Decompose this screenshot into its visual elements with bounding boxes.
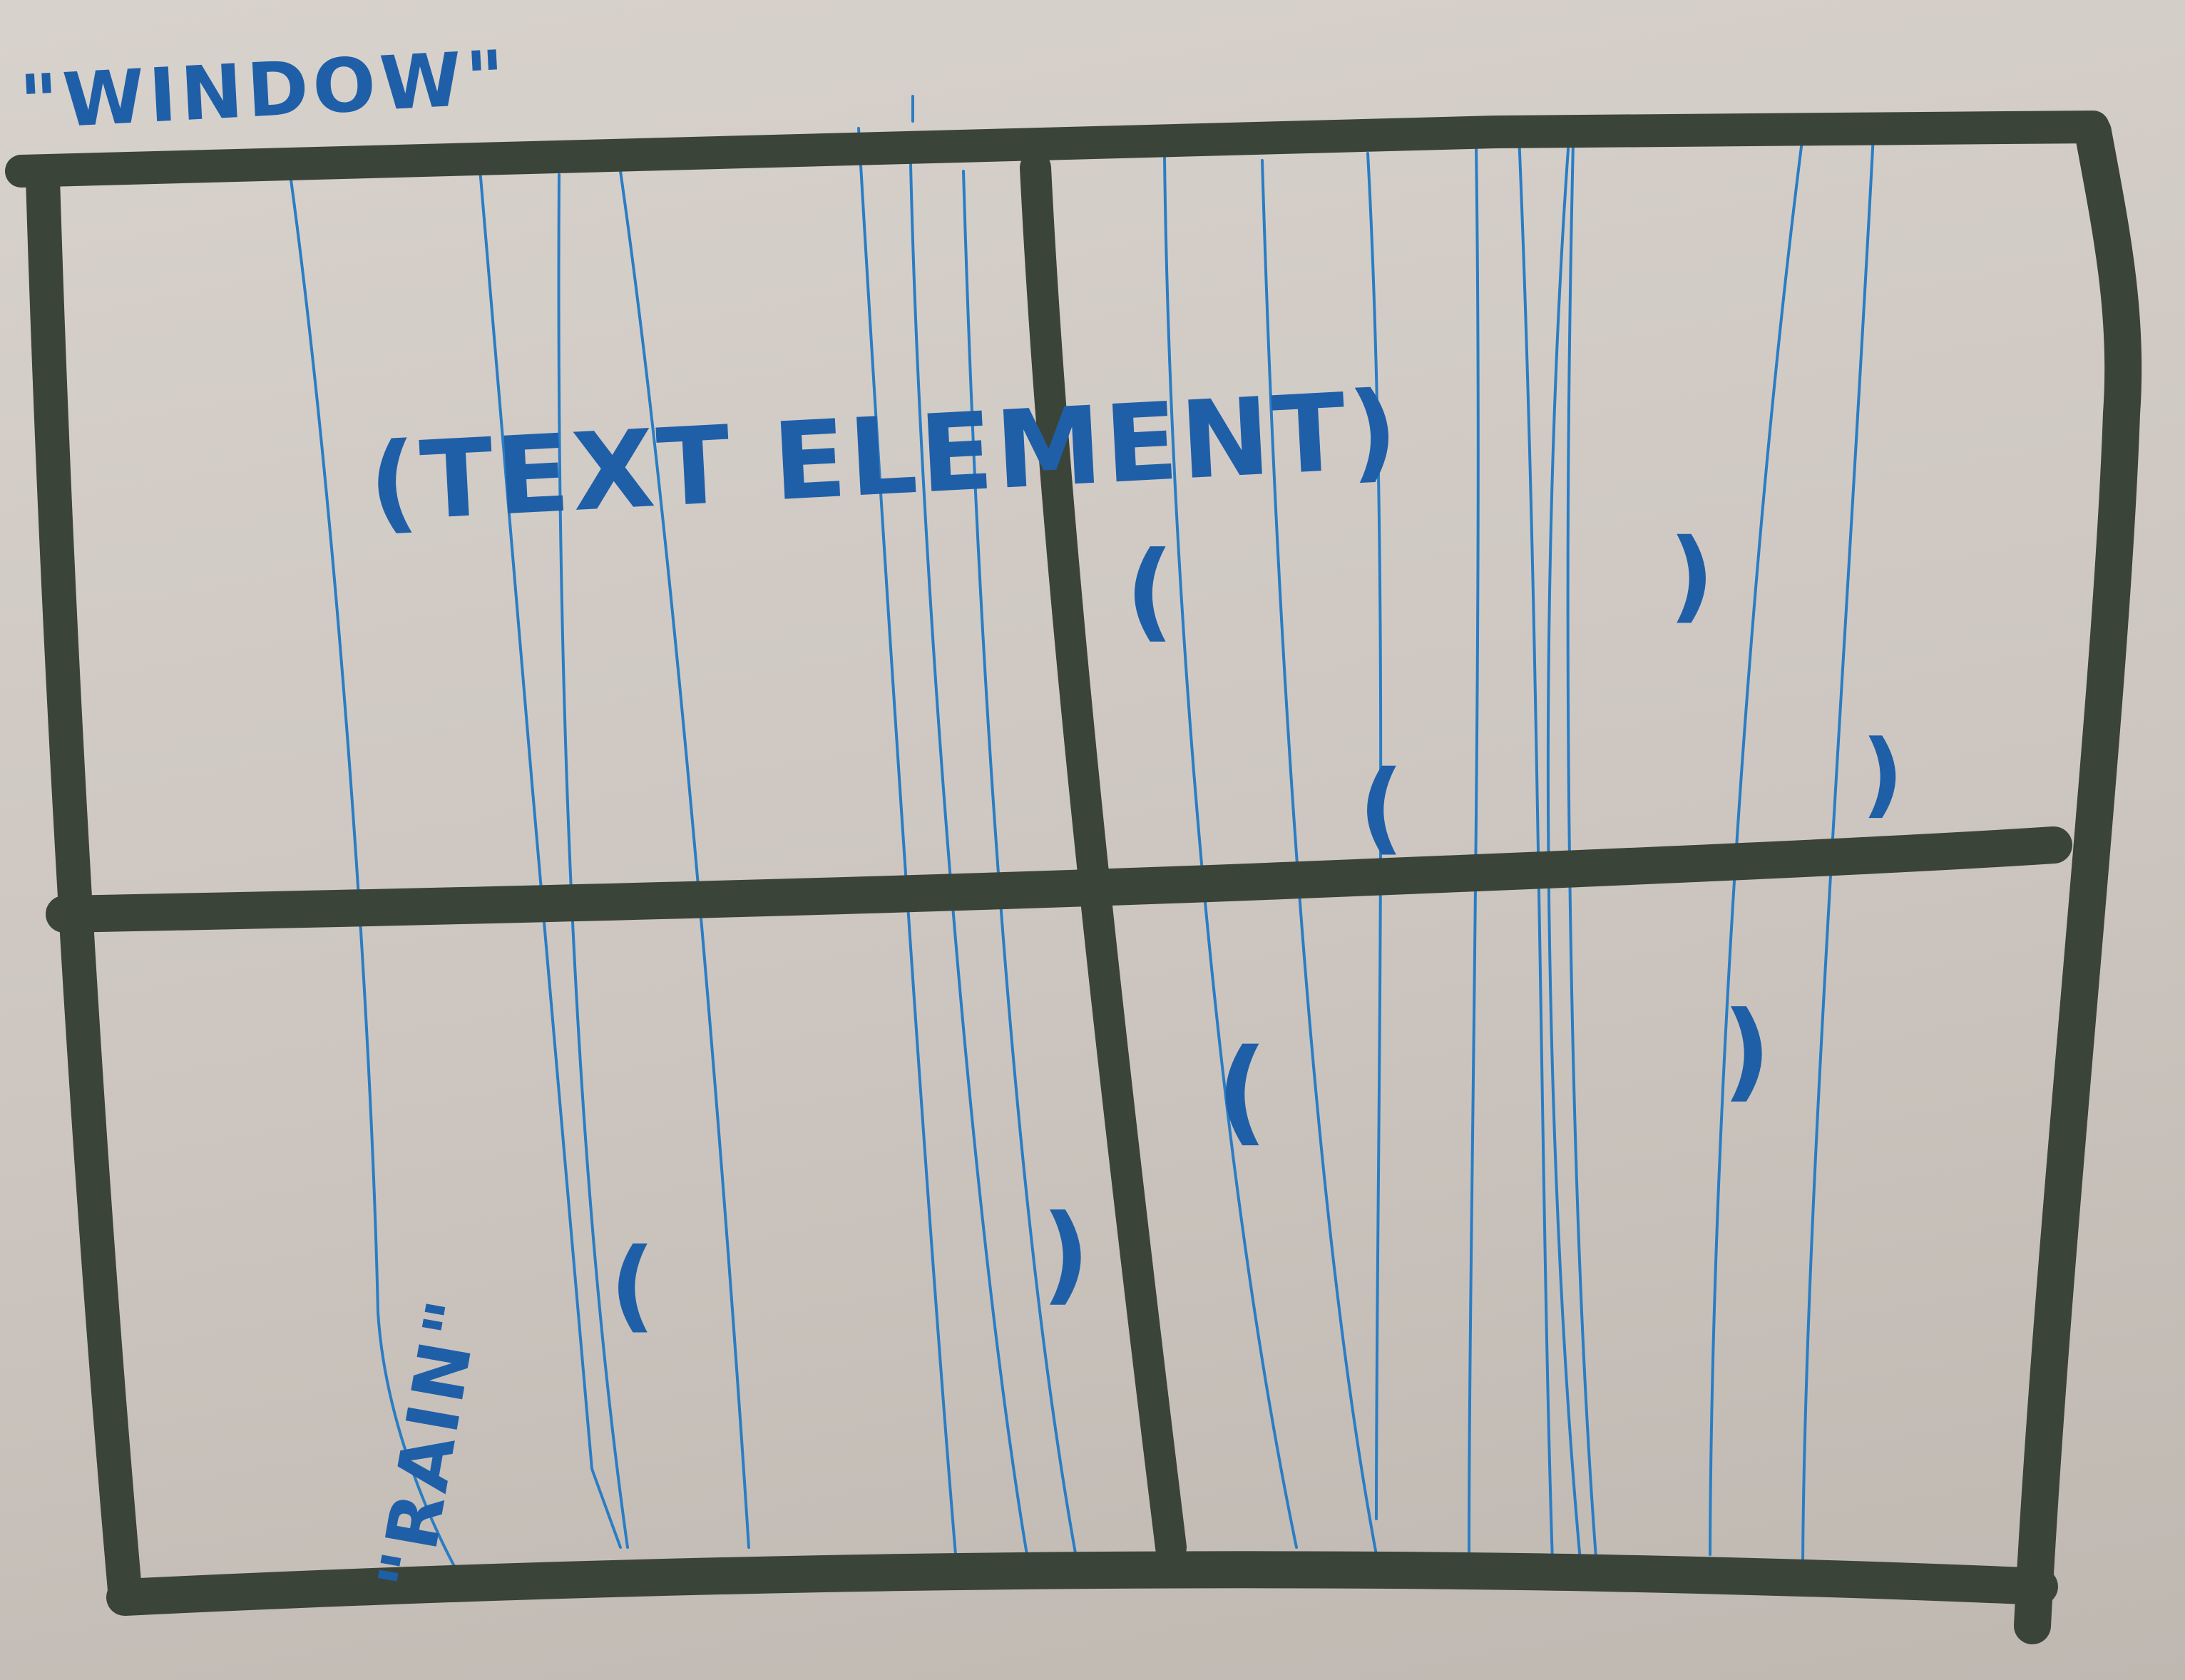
raindrop-icon: (: [610, 1227, 655, 1343]
raindrop-icon: ): [1861, 719, 1903, 828]
rain-line-icon: [1468, 145, 1480, 1556]
raindrop-icon: ): [1669, 518, 1714, 634]
raindrop-icon: (: [1216, 1024, 1268, 1157]
rain-line-icon: [1163, 155, 1298, 1549]
rain-line-icon: [857, 127, 957, 1556]
window-frame-icon: [5, 111, 2142, 1644]
raindrops: ( ) ( ) ( ) ( ): [610, 518, 1903, 1343]
rain-line-icon: [1261, 159, 1378, 1556]
frame-left: [26, 161, 142, 1607]
rain-line-icon: [1546, 138, 1583, 1577]
rain-line-icon: [909, 163, 1028, 1556]
raindrop-icon: ): [1722, 989, 1771, 1113]
frame-right: [2014, 113, 2142, 1644]
rain-line-icon: [1801, 134, 1875, 1570]
frame-mullion: [1020, 152, 1187, 1563]
raindrop-icon: (: [1358, 749, 1404, 866]
rain-line-icon: [962, 170, 1080, 1570]
rain-line-icon: [557, 173, 629, 1549]
rain-line-icon: [287, 163, 465, 1584]
rain-label: "RAIN": [362, 1291, 496, 1597]
rain-line-icon: [478, 159, 622, 1549]
rain-line-icon: [1566, 141, 1599, 1577]
text-element-label: (TEXT ELEMENT): [366, 368, 1403, 546]
frame-bottom: [106, 1551, 2058, 1616]
raindrop-icon: (: [1125, 529, 1175, 653]
rain-line-icon: [1366, 152, 1383, 1520]
frame-transom: [46, 826, 2072, 933]
rain-line-icon: [1518, 134, 1555, 1584]
raindrop-icon: ): [1041, 1192, 1090, 1316]
window-label: "WINDOW": [18, 34, 511, 146]
frame-top: [5, 111, 2109, 188]
